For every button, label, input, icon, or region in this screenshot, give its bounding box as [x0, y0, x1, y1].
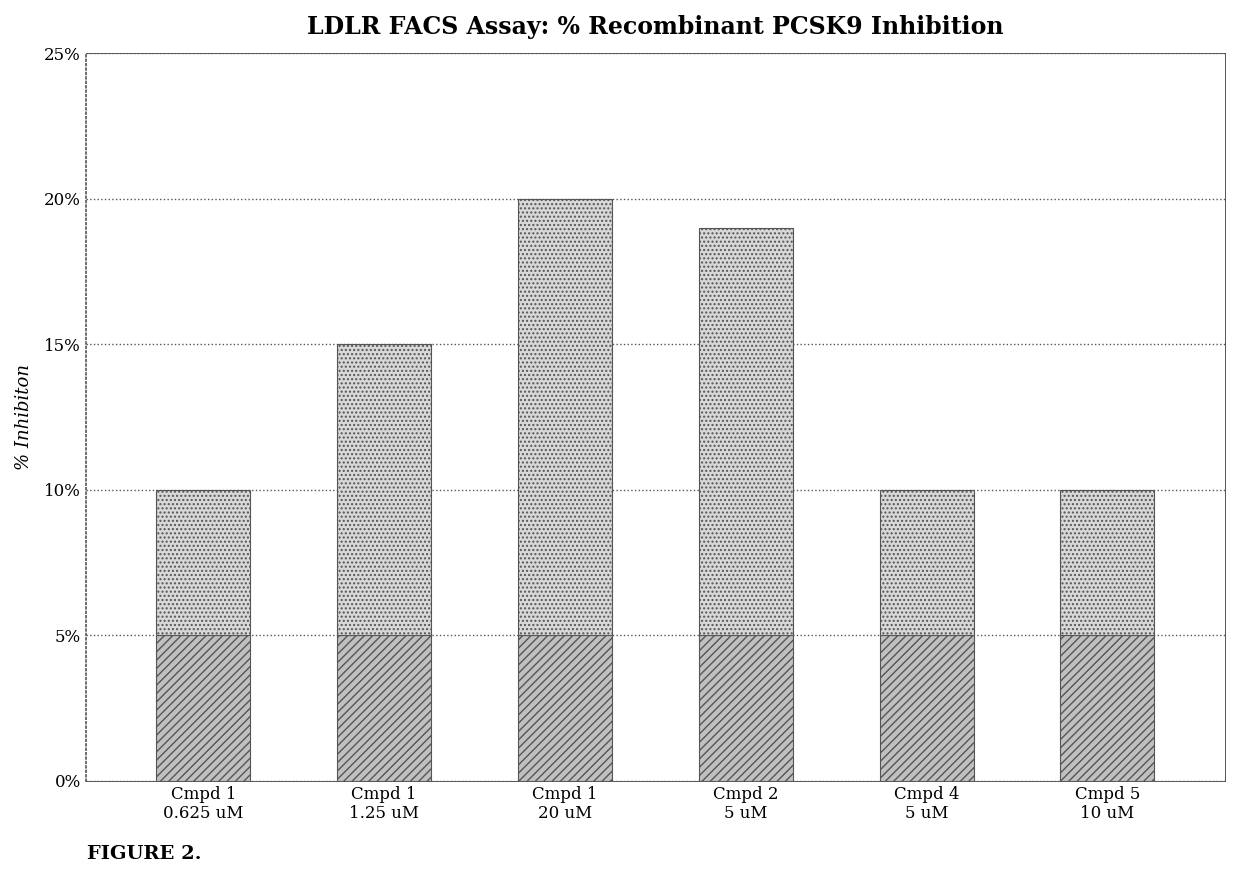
Bar [518, 199, 613, 635]
Bar [699, 635, 792, 780]
Bar [879, 635, 973, 780]
Bar [156, 635, 250, 780]
Text: FIGURE 2.: FIGURE 2. [87, 845, 201, 863]
Bar [518, 635, 613, 780]
Bar [156, 490, 250, 635]
Bar [1060, 490, 1154, 635]
Y-axis label: % Inhibiton: % Inhibiton [15, 364, 33, 470]
Title: LDLR FACS Assay: % Recombinant PCSK9 Inhibition: LDLR FACS Assay: % Recombinant PCSK9 Inh… [308, 15, 1003, 39]
Bar [699, 228, 792, 635]
Bar [1060, 635, 1154, 780]
Bar [337, 344, 432, 635]
Bar [879, 490, 973, 635]
Bar [337, 635, 432, 780]
